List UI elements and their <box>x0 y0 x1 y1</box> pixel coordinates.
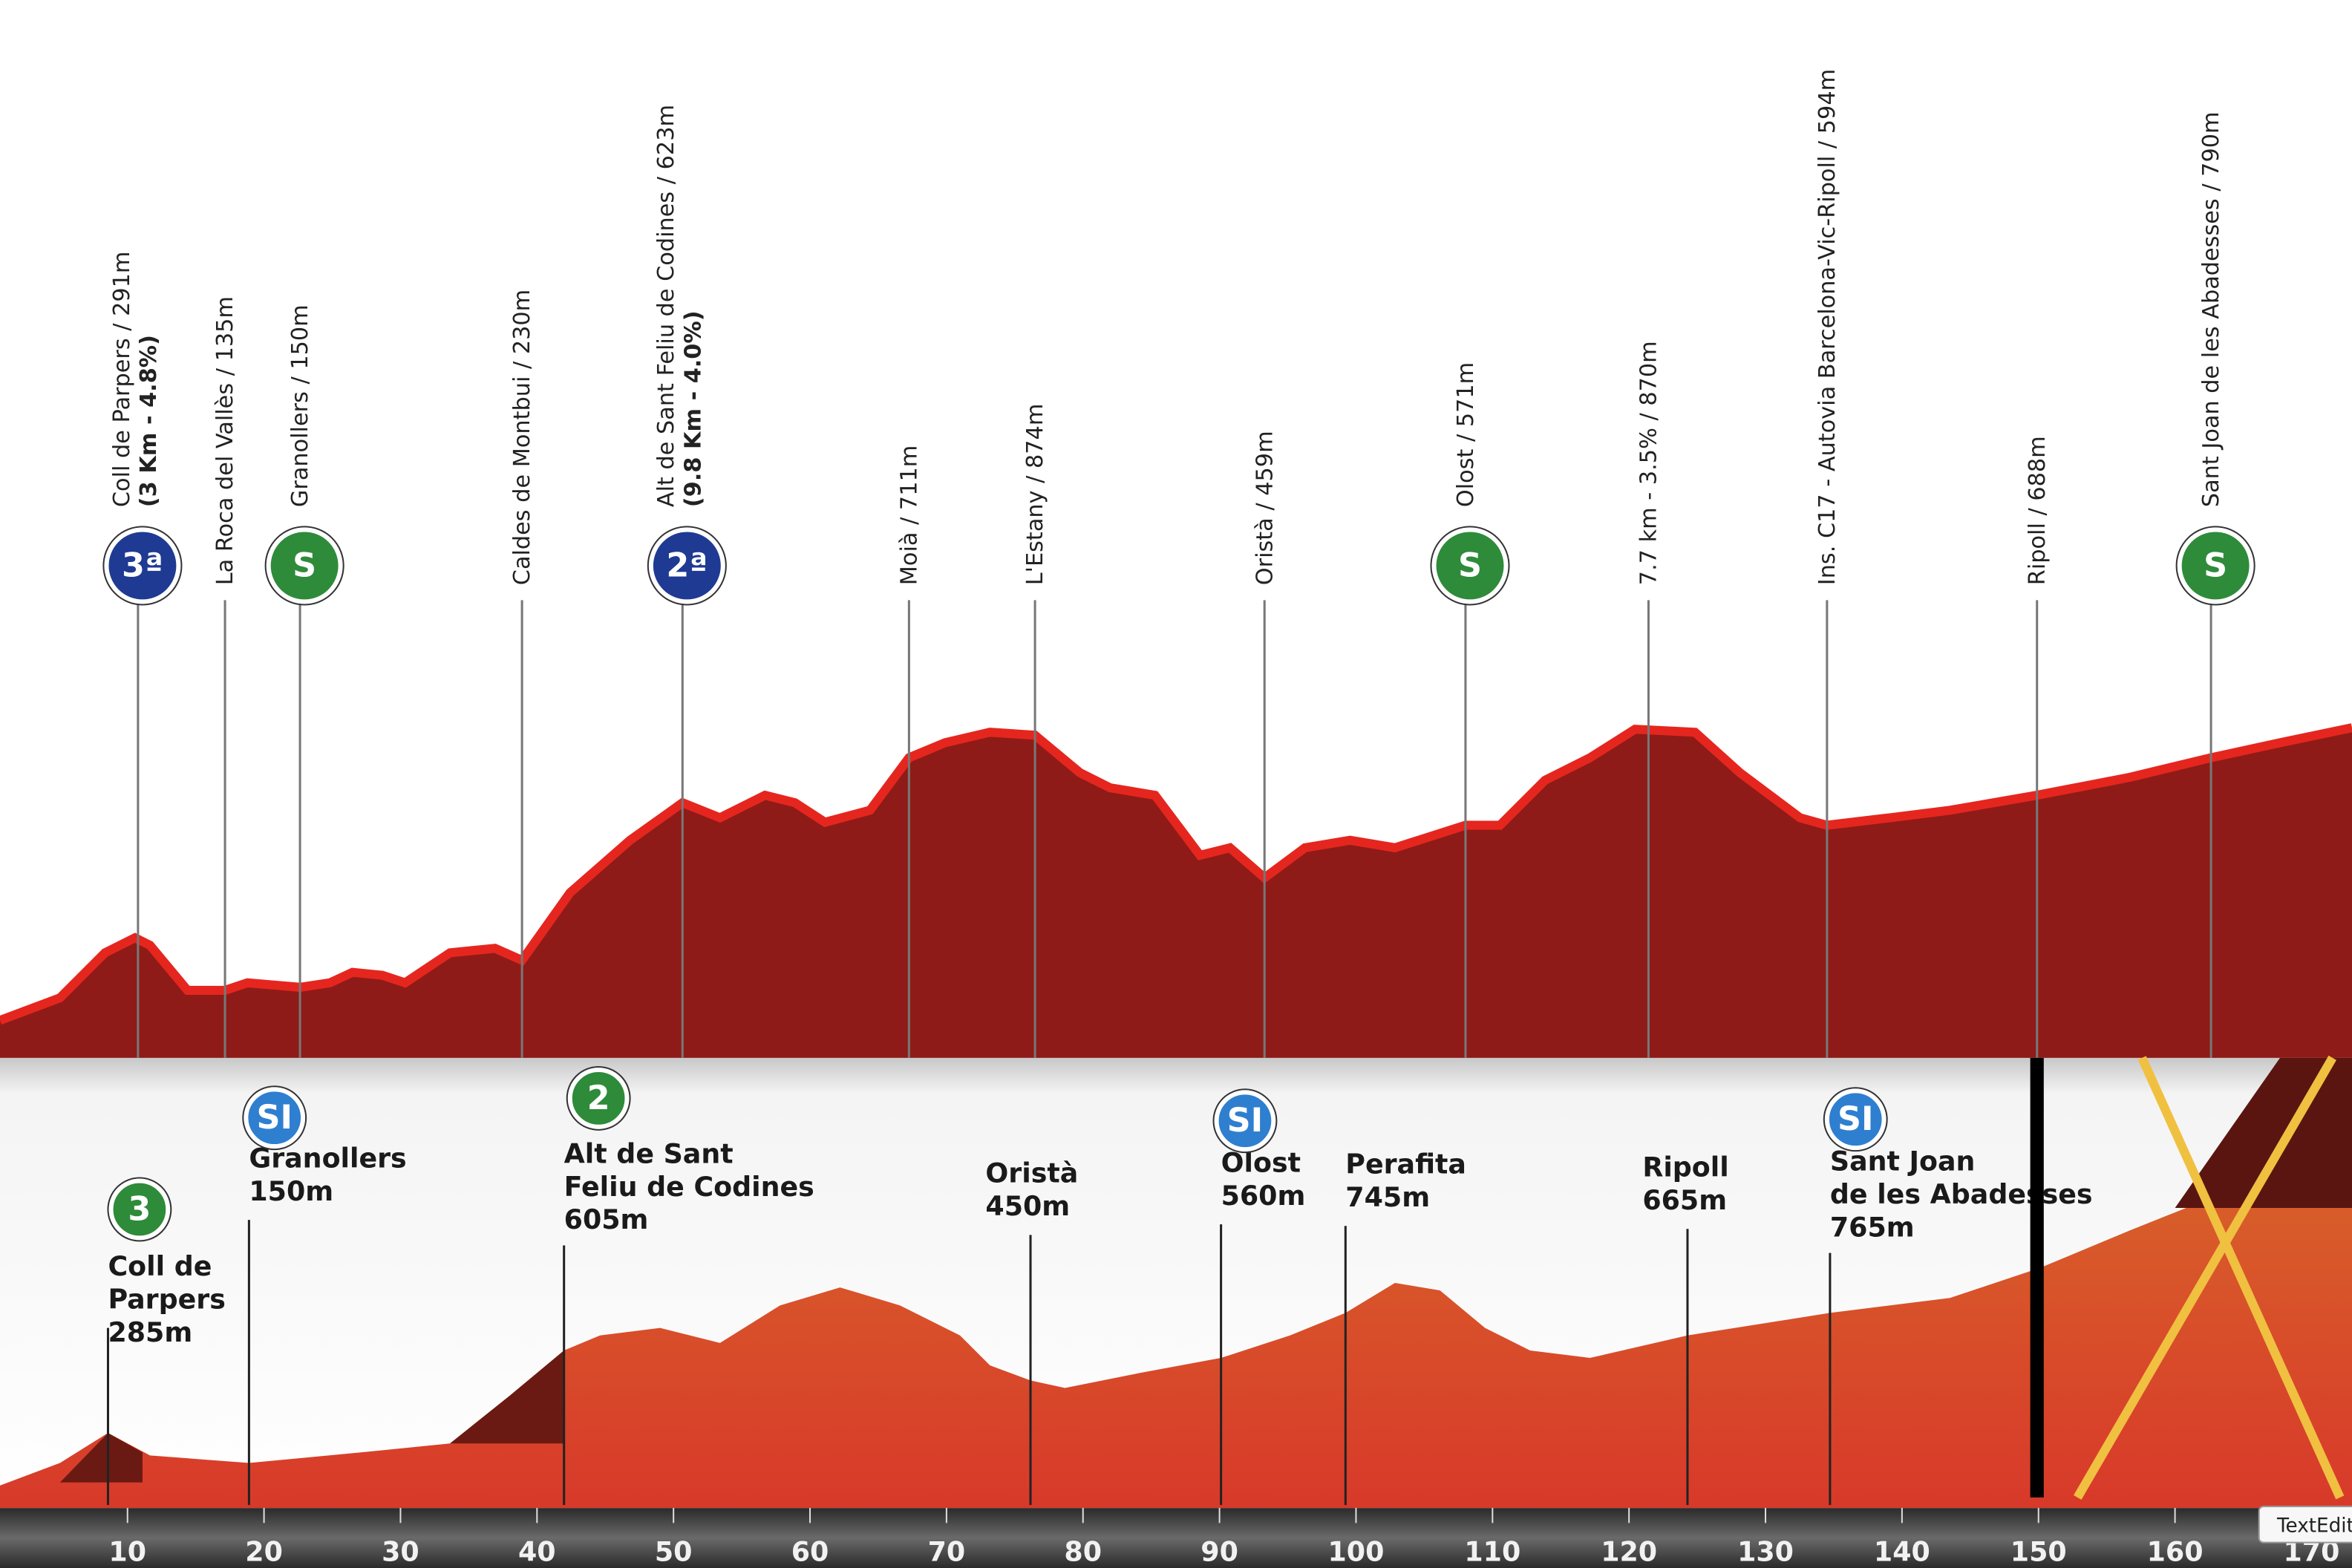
tick-label: 50 <box>655 1535 693 1567</box>
bottom-label-line: Coll de <box>108 1250 212 1282</box>
bottom-label-line: Feliu de Codines <box>564 1171 814 1203</box>
icon <box>266 527 343 604</box>
bottom-label-line: Perafita <box>1345 1148 1466 1180</box>
top-label: Ripoll / 688m <box>2025 436 2051 585</box>
tick-label: 100 <box>1328 1535 1385 1567</box>
top-label: La Roca del Vallès / 135m <box>212 296 238 585</box>
icon-text: SI <box>1838 1100 1874 1138</box>
tick-label: 30 <box>382 1535 419 1567</box>
icon <box>104 527 181 604</box>
bottom-label: Ripoll 665m <box>1642 1151 1728 1215</box>
bottom-profile <box>0 1095 2352 1509</box>
tick-label: 10 <box>108 1535 146 1567</box>
icon-ring <box>647 526 727 606</box>
tick-label: 80 <box>1064 1535 1102 1567</box>
tick-label: 90 <box>1200 1535 1238 1567</box>
icon <box>1431 527 1509 604</box>
icon <box>108 1178 171 1241</box>
axis-bar <box>0 1508 2352 1568</box>
bottom-label: Olost 560m <box>1221 1146 1306 1211</box>
icon-ring <box>2175 526 2255 606</box>
icon-ring <box>566 1065 631 1131</box>
tick-label: 40 <box>518 1535 556 1567</box>
icon-text: SI <box>1227 1102 1264 1140</box>
tick-label: 120 <box>1601 1535 1657 1567</box>
bottom-label: Perafita 745m <box>1345 1148 1466 1212</box>
top-profile-edge <box>0 723 2352 1025</box>
bottom-label: Coll de Parpers 285m <box>108 1250 225 1348</box>
tick-label: 110 <box>1464 1535 1520 1567</box>
tick-label: 20 <box>245 1535 283 1567</box>
bottom-label-line: 150m <box>249 1175 333 1207</box>
tooltip-text: TextEdit <box>2276 1515 2352 1537</box>
icon-text: SI <box>256 1099 293 1137</box>
icon-text: 3ª <box>122 546 163 584</box>
icon <box>244 1087 306 1149</box>
icon-ring <box>1823 1087 1888 1152</box>
top-label: Oristà / 459m <box>1252 431 1278 585</box>
bottom-label-line: 765m <box>1830 1211 1915 1243</box>
top-label: 7.7 km - 3.5% / 870m <box>1636 341 1662 585</box>
icon-text: S <box>293 546 316 584</box>
icon-ring <box>264 526 344 606</box>
bottom-label: Oristà 450m <box>985 1157 1078 1222</box>
top-label: Alt de Sant Feliu de Codines / 623m <box>653 105 679 507</box>
top-label: Sant Joan de les Abadesses / 790m <box>2198 111 2224 507</box>
icon <box>567 1067 630 1129</box>
tick-label: 60 <box>791 1535 829 1567</box>
icon-text: 2ª <box>666 546 708 584</box>
bottom-label-line: 285m <box>108 1316 192 1348</box>
icon-text: S <box>1458 546 1482 584</box>
bottom-label-line: de les Abadesses <box>1830 1178 2093 1210</box>
tick-label: 140 <box>1874 1535 1930 1567</box>
icon-ring <box>1212 1088 1278 1154</box>
top-label: Coll de Parpers / 291m <box>109 252 135 508</box>
top-label: Ins. C17 - Autovia Barcelona-Vic-Ripoll … <box>1814 69 1840 585</box>
tick-label: 70 <box>928 1535 966 1567</box>
icon-ring <box>242 1085 307 1151</box>
bottom-label-line: Ripoll <box>1642 1151 1728 1183</box>
icon <box>648 527 725 604</box>
icon-text: 2 <box>587 1079 610 1117</box>
bottom-label: Granollers 150m <box>249 1142 406 1206</box>
bottom-label-line: 745m <box>1345 1181 1430 1213</box>
tick-label: 150 <box>2010 1535 2067 1567</box>
bottom-label: Alt de Sant Feliu de Codines 605m <box>564 1137 814 1235</box>
top-label: L'Estany / 874m <box>1022 404 1048 586</box>
top-label: Caldes de Montbui / 230m <box>509 290 535 585</box>
icon-text: 3 <box>128 1190 151 1228</box>
top-label: Moià / 711m <box>896 445 922 585</box>
bottom-label-line: 665m <box>1642 1184 1727 1216</box>
bottom-label-line: Parpers <box>108 1283 225 1315</box>
icon <box>1824 1088 1886 1151</box>
bottom-label-line: 450m <box>985 1190 1070 1222</box>
icon-ring <box>107 1177 172 1242</box>
top-label-detail: (9.8 Km - 4.0%) <box>681 310 707 507</box>
tick-label: 160 <box>2147 1535 2204 1567</box>
top-label: Olost / 571m <box>1453 362 1479 507</box>
tick-label: 130 <box>1737 1535 1794 1567</box>
icon-ring <box>1430 526 1510 606</box>
icon-ring <box>102 526 183 606</box>
tooltip <box>2258 1506 2352 1544</box>
bottom-label-line: Olost <box>1221 1146 1301 1178</box>
icon-text: S <box>2204 546 2227 584</box>
climb-shade <box>59 1433 143 1483</box>
bottom-label-line: Oristà <box>985 1157 1078 1189</box>
cross-line <box>2137 1056 2345 1500</box>
icon <box>1214 1090 1276 1152</box>
icon <box>2177 527 2254 604</box>
bottom-label-line: 605m <box>564 1203 649 1235</box>
bottom-label-line: 560m <box>1221 1180 1306 1212</box>
climb-shade <box>450 1350 564 1444</box>
top-label-detail: (3 Km - 4.8%) <box>136 335 162 507</box>
bottom-label-line: Alt de Sant <box>564 1137 734 1169</box>
top-label: Granollers / 150m <box>287 304 313 507</box>
cross-line <box>2074 1055 2336 1500</box>
top-profile <box>0 728 2352 1058</box>
